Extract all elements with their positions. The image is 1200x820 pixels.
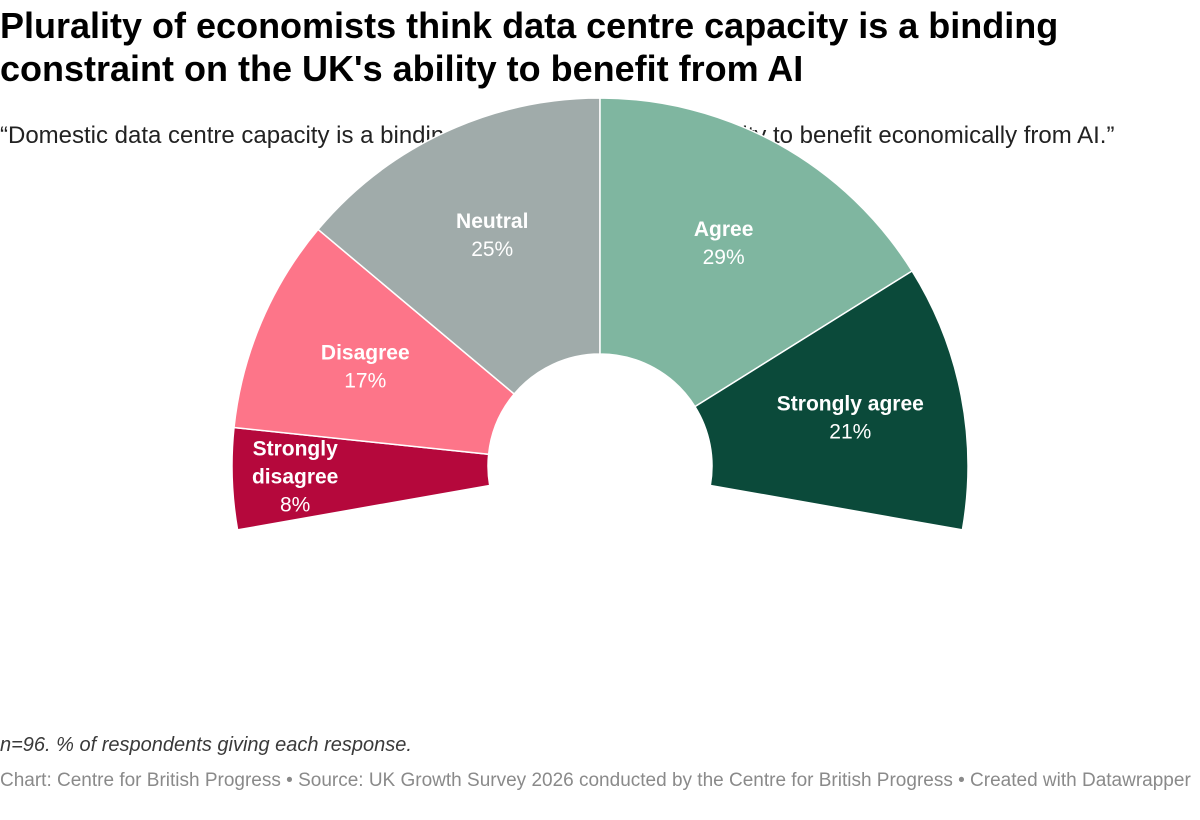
slice-name-label: Neutral (456, 210, 528, 233)
slice-label-neutral: Neutral 25% (456, 210, 528, 261)
segment-neutral (317, 97, 601, 396)
chart-footer: Chart: Centre for British Progress • Sou… (0, 770, 1191, 791)
slice-name-label: Disagree (321, 341, 410, 364)
slice-value-label: 25% (471, 238, 513, 261)
chart-title: Plurality of economists think data centr… (0, 5, 1059, 89)
segment-disagree (233, 228, 516, 456)
slice-name-label: Strongly agree (777, 392, 924, 415)
slice-label-agree: Agree 29% (694, 218, 754, 269)
chart-labels: Strongly disagree 8% Disagree 17% Neutral 25% A… (252, 210, 924, 517)
slice-value-label: 8% (280, 494, 310, 517)
chart-segments (231, 97, 969, 531)
slice-value-label: 21% (829, 420, 871, 443)
slice-label-strongly-agree: Strongly agree 21% (777, 392, 924, 443)
slice-label-strongly-disagree: Strongly disagree 8% (252, 438, 338, 517)
slice-value-label: 29% (703, 246, 745, 269)
segment-strongly-agree (693, 269, 969, 531)
slice-label-disagree: Disagree 17% (321, 341, 410, 392)
slice-name-label: Strongly disagree (252, 438, 338, 489)
chart-notes: n=96. % of respondents giving each respo… (0, 734, 412, 756)
slice-name-label: Agree (694, 218, 754, 241)
slice-value-label: 17% (344, 369, 386, 392)
segment-agree (599, 97, 914, 408)
